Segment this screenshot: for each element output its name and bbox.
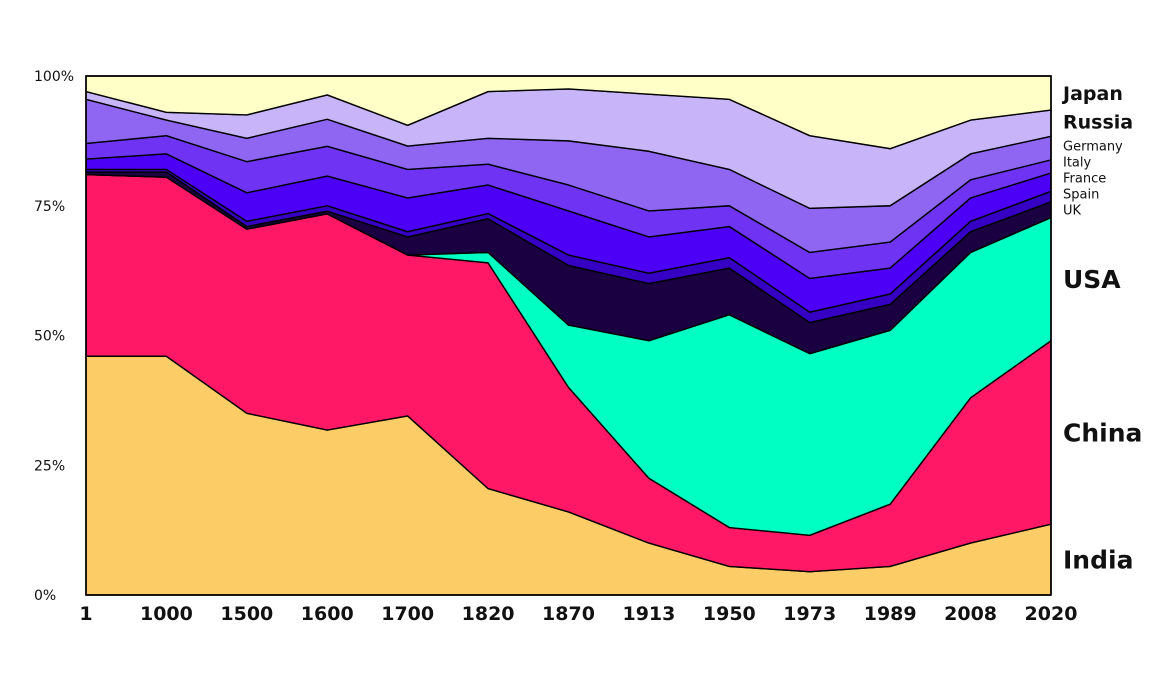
y-tick-label: 100%	[34, 69, 74, 85]
x-tick-label: 1820	[462, 603, 515, 625]
label-china: China	[1063, 418, 1142, 447]
area-layer	[85, 75, 1052, 596]
x-tick-label: 1600	[301, 603, 354, 625]
plot-border	[85, 75, 1052, 596]
y-tick-label: 0%	[34, 588, 56, 604]
x-tick-label: 2008	[944, 603, 997, 625]
x-tick-label: 1700	[381, 603, 434, 625]
y-tick-label: 25%	[34, 458, 65, 474]
x-tick-label: 1989	[864, 603, 917, 625]
x-tick-label: 1913	[622, 603, 675, 625]
plot-frame	[85, 75, 1052, 596]
label-usa: USA	[1063, 265, 1121, 294]
label-japan: Japan	[1061, 83, 1123, 105]
x-tick-label: 1	[79, 603, 92, 625]
label-russia: Russia	[1063, 112, 1133, 134]
y-axis-ticks: 0% 25% 50% 75% 100%	[34, 69, 74, 604]
x-tick-label: 1950	[703, 603, 756, 625]
label-france: France	[1063, 172, 1106, 187]
label-germany: Germany	[1063, 140, 1123, 155]
x-tick-label: 1500	[220, 603, 273, 625]
x-tick-label: 1870	[542, 603, 595, 625]
label-italy: Italy	[1063, 156, 1092, 171]
x-tick-label: 1973	[783, 603, 836, 625]
y-tick-label: 75%	[34, 199, 65, 215]
x-axis-ticks: 1 1000 1500 1600 1700 1820 1870 1913 1950 1973 198…	[79, 603, 1077, 625]
y-tick-label: 50%	[34, 329, 65, 345]
x-tick-label: 1000	[140, 603, 193, 625]
x-tick-label: 2020	[1025, 603, 1078, 625]
label-india: India	[1063, 546, 1133, 575]
label-uk: UK	[1063, 204, 1082, 219]
label-spain: Spain	[1063, 188, 1099, 203]
